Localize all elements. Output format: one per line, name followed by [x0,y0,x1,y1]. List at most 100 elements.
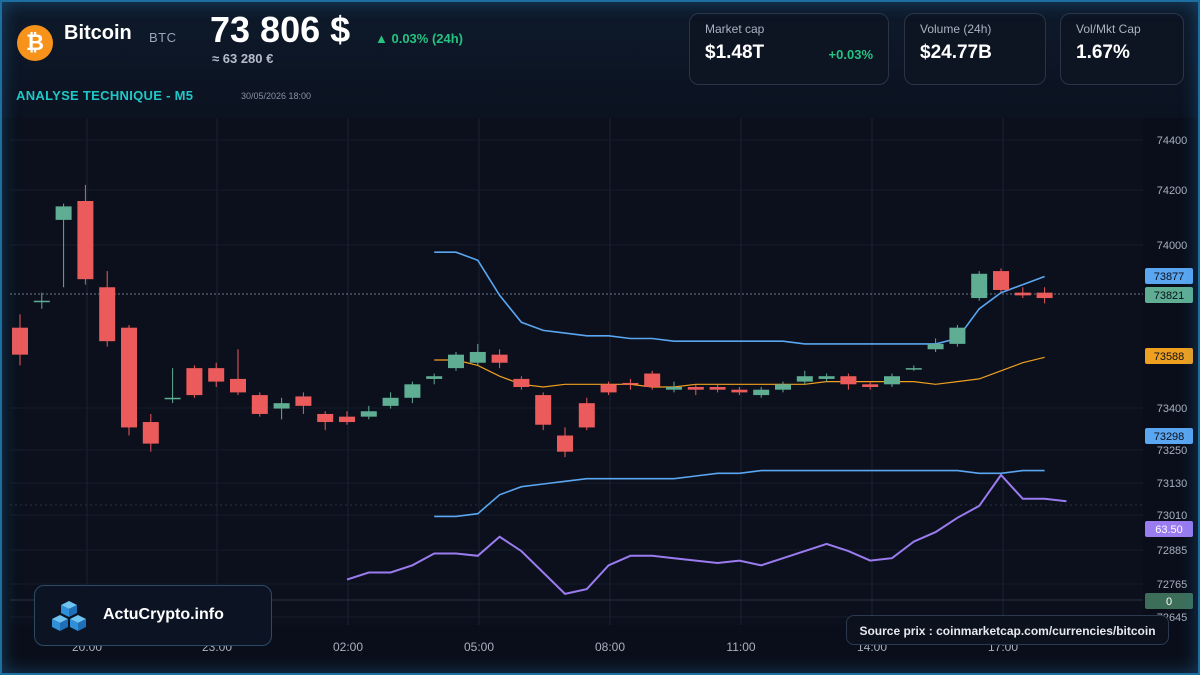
source-box: Source prix : coinmarketcap.com/currenci… [846,615,1169,645]
candle [644,373,661,387]
bitcoin-logo-icon: ₿ [17,25,53,61]
candle [317,413,334,423]
candle [55,206,72,220]
candle [295,396,312,406]
bollinger-lower-line [434,469,1045,518]
stat-value: $24.77B [920,42,992,63]
x-tick-label: 08:00 [595,640,625,654]
candle [251,395,268,414]
candle [687,387,704,390]
rsi-tag-bg [1145,521,1193,537]
coin-name: Bitcoin [64,22,132,44]
price-change-24h: ▲ 0.03% (24h) [375,31,464,46]
candle [971,273,988,299]
stat-label: Market cap [705,22,765,36]
price-chart[interactable]: 20:00 23:00 02:00 05:00 08:00 11:00 14:00 17:00… [0,118,1200,675]
candle [709,387,726,390]
stat-vol-mkt-cap: Vol/Mkt Cap 1.67% [1060,13,1184,85]
y-tick-label: 73400 [1157,403,1188,415]
upper-band-tag: 73877 [1154,271,1185,283]
candle [33,300,50,303]
candle [993,271,1009,290]
candle [840,376,857,385]
stat-market-cap: Market cap $1.48T +0.03% [689,13,889,85]
volume-tag: 0 [1166,596,1172,608]
lower-band-tag: 73298 [1154,431,1185,443]
candle [796,376,813,382]
candle [360,411,377,417]
rsi-line [346,473,1067,595]
candle [273,403,290,409]
y-tick-label: 74400 [1157,135,1188,147]
y-tick-label: 74000 [1157,240,1188,252]
x-tick-label: 11:00 [726,640,755,654]
candle [818,376,835,379]
rsi-tag: 63.50 [1155,524,1183,536]
candle [77,201,94,280]
y-tick-label: 73250 [1157,445,1188,457]
candle [1014,292,1031,296]
middle-band-tag-bg [1145,348,1193,364]
candle [186,368,203,396]
stat-change: +0.03% [828,47,873,62]
candle [1036,292,1053,299]
source-text: Source prix : coinmarketcap.com/currenci… [859,624,1156,638]
last-price-tag: 73821 [1154,290,1185,302]
brand-name: ActuCrypto.info [103,606,224,623]
candle [578,403,595,428]
x-tick-label: 02:00 [333,640,363,654]
candle [731,389,748,393]
candle [448,354,464,369]
y-tick-label: 72765 [1157,579,1188,591]
stat-label: Volume (24h) [920,22,992,36]
candle [164,397,181,400]
candle [339,416,355,423]
cubes-logo-icon [52,601,86,631]
candle [12,327,28,355]
candle [557,435,573,452]
candle [622,382,639,385]
candle [469,351,486,363]
brand-box: ActuCrypto.info [34,585,272,646]
y-tick-label: 74200 [1157,185,1188,197]
y-tick-label: 73010 [1157,510,1188,522]
candle [949,327,966,344]
candle [121,327,137,428]
plot-area [10,118,1143,625]
last-price-tag-bg [1145,287,1193,303]
moving-average-line [434,356,1045,388]
candle [230,378,246,393]
volume-tag-bg [1145,593,1193,609]
analysis-date: 30/05/2026 18:00 [241,91,312,101]
header: ₿ Bitcoin BTC 73 806 $ ≈ 63 280 € ▲ 0.03… [0,0,1200,118]
price-usd: 73 806 $ [210,9,351,50]
price-eur: ≈ 63 280 € [212,51,274,66]
candle [382,397,399,406]
x-tick-label: 05:00 [464,640,494,654]
candle [600,384,617,393]
candle [535,395,552,425]
candle [208,368,225,382]
candle [491,354,508,363]
middle-band-tag: 73588 [1154,351,1185,363]
candle [404,384,421,398]
lower-band-tag-bg [1145,428,1193,444]
candle [753,389,770,396]
stat-value: $1.48T [705,42,765,63]
candle [905,368,922,370]
upper-band-tag-bg [1145,268,1193,284]
candle [142,422,159,444]
candle [99,287,116,342]
candle [666,387,682,390]
stat-label: Vol/Mkt Cap [1076,22,1141,36]
y-tick-label: 73130 [1157,478,1188,490]
candle [927,343,944,350]
candle [513,378,530,387]
analysis-label: ANALYSE TECHNIQUE - M5 [16,88,194,103]
candle [862,384,879,387]
candle [775,384,791,390]
coin-ticker: BTC [149,30,177,45]
y-tick-label: 72885 [1157,545,1188,557]
stat-value: 1.67% [1076,42,1130,63]
stat-volume: Volume (24h) $24.77B [904,13,1046,85]
